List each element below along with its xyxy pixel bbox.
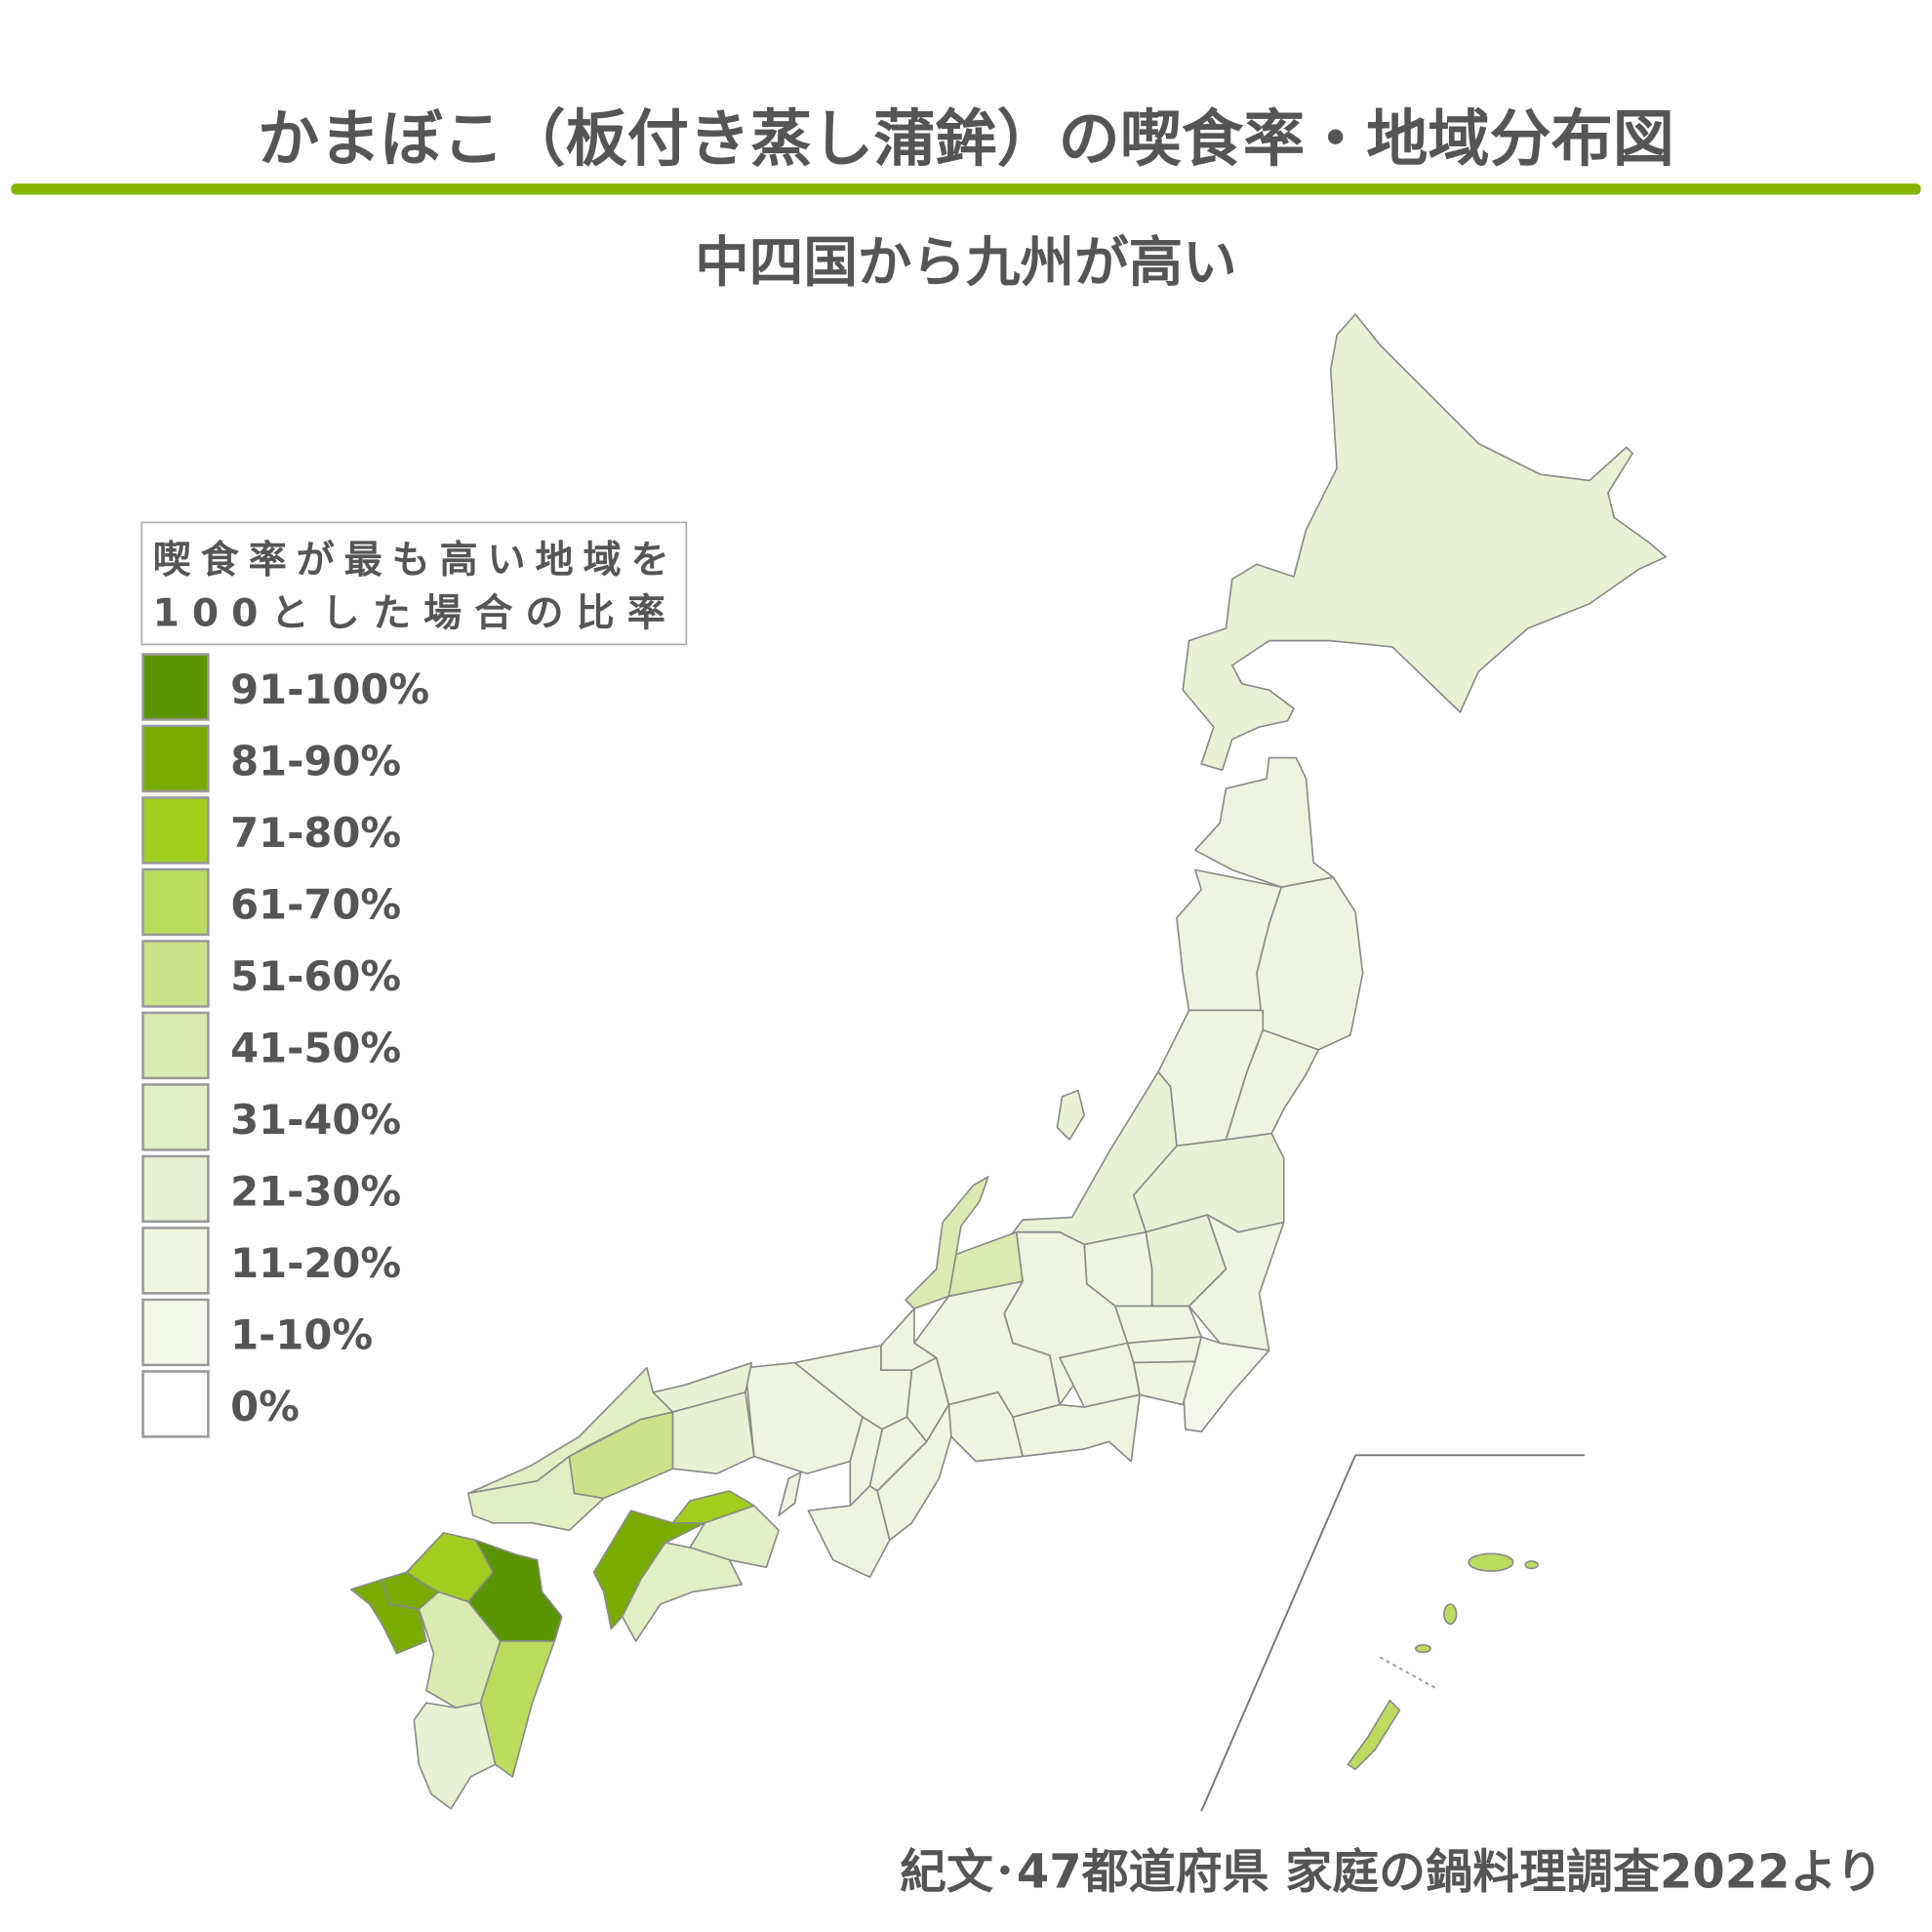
legend-swatch (141, 1227, 210, 1295)
legend-swatch (141, 1298, 210, 1367)
inset-dashed-line (1379, 1656, 1436, 1689)
legend-heading-box (141, 521, 688, 646)
subtitle: 中四国から九州が高い (695, 231, 1236, 295)
legend-swatch (141, 940, 210, 1008)
legend-swatch (141, 1011, 210, 1080)
island (1415, 1643, 1431, 1654)
prefecture-awaji (778, 1471, 802, 1517)
legend: 喫食率が最も高い地域を 100とした場合の比率 91-100% 81-90% 71-… (141, 521, 688, 1438)
island (1524, 1560, 1539, 1570)
prefecture-okinawa (1347, 1699, 1401, 1771)
legend-label: 41-50% (230, 1024, 401, 1071)
prefecture-kochi (621, 1542, 743, 1642)
prefecture-miyagi (1225, 1028, 1319, 1141)
source-note: 紀文･47都道府県 家庭の鍋料理調査2022より (900, 1845, 1883, 1900)
prefecture-hokkaido (1182, 313, 1668, 772)
island (1443, 1603, 1458, 1626)
prefecture-nagasaki (350, 1579, 427, 1655)
legend-heading-line1: 喫食率が最も高い地域を (153, 539, 673, 583)
legend-swatch (141, 796, 210, 865)
legend-heading-line2: 100とした場合の比率 (153, 591, 673, 635)
legend-label: 21-30% (230, 1167, 401, 1215)
legend-swatch (141, 1154, 210, 1224)
prefecture-oita (467, 1539, 563, 1642)
prefecture-kagoshima (413, 1702, 497, 1810)
okinawa-inset-frame (1200, 1454, 1585, 1812)
prefecture-ishikawa (905, 1176, 989, 1309)
legend-label: 91-100% (230, 665, 429, 713)
prefecture-nara (868, 1416, 928, 1492)
island (1468, 1552, 1514, 1572)
legend-swatch (141, 653, 210, 721)
legend-label: 71-80% (230, 809, 401, 857)
legend-label: 0% (230, 1383, 300, 1430)
legend-label: 31-40% (230, 1096, 401, 1144)
japan-map (350, 313, 1668, 1810)
legend-swatch (141, 867, 210, 937)
legend-label: 61-70% (230, 881, 401, 929)
legend-swatch (141, 1083, 210, 1151)
prefecture-aomori (1194, 756, 1335, 889)
legend-swatch (141, 1370, 210, 1438)
title-underline (11, 183, 1921, 195)
legend-label: 11-20% (230, 1239, 401, 1287)
prefecture-sado (1056, 1089, 1086, 1141)
prefecture-iwate (1256, 876, 1364, 1051)
legend-label: 1-10% (230, 1310, 373, 1358)
prefecture-yamanashi (1059, 1342, 1141, 1408)
legend-label: 51-60% (230, 952, 401, 1000)
inset-line-diagonal (1200, 1454, 1356, 1812)
page-title: かまぼこ（板付き蒸し蒲鉾）の喫食率・地域分布図 (258, 102, 1674, 175)
prefecture-wakayama (807, 1485, 891, 1579)
legend-label: 81-90% (230, 738, 401, 785)
legend-swatch (141, 724, 210, 793)
prefecture-yamaguchi (467, 1455, 605, 1532)
